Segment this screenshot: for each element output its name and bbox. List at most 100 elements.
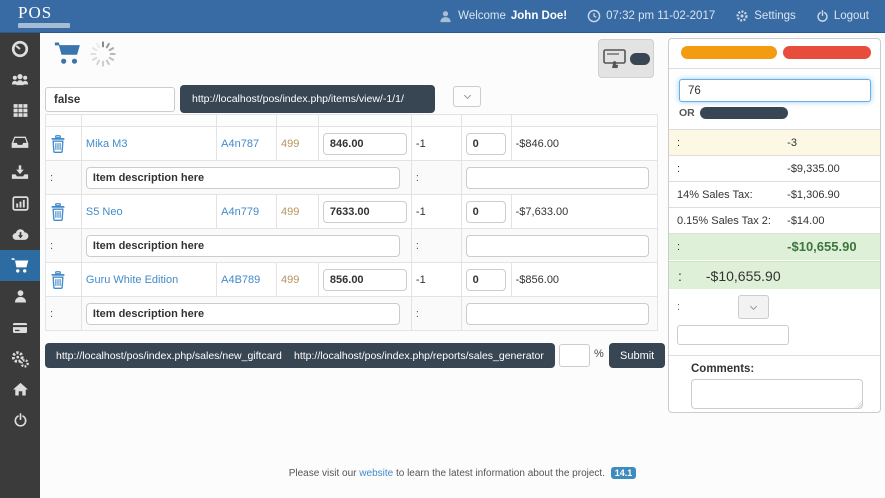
orange-action-pill[interactable]	[681, 46, 777, 59]
item-number-link[interactable]: A4n787	[221, 137, 260, 150]
sidebar-item-inventory[interactable]	[0, 126, 40, 157]
item-number-link[interactable]: A4B789	[221, 273, 261, 286]
serial-input[interactable]	[465, 166, 650, 189]
item-stock: 499	[281, 137, 300, 150]
delete-item-icon[interactable]	[50, 202, 66, 221]
description-input[interactable]	[85, 302, 401, 325]
cart-icon	[11, 258, 29, 273]
suspend-sale-button[interactable]	[598, 39, 654, 78]
customer-search-input[interactable]	[679, 79, 871, 102]
comments-textarea[interactable]	[691, 379, 863, 409]
table-row: S5 Neo A4n779 499 -1 -$7,633.00	[45, 194, 659, 229]
price-input[interactable]	[322, 200, 407, 223]
red-action-pill[interactable]	[783, 46, 871, 59]
submit-button[interactable]: Submit	[609, 343, 666, 368]
table-description-row: : :	[45, 296, 659, 331]
settings-label: Settings	[754, 10, 796, 22]
sidebar-item-people[interactable]	[0, 64, 40, 95]
summary-value: -$14.00	[787, 207, 880, 234]
person-icon	[14, 290, 26, 303]
sidebar-item-power[interactable]	[0, 405, 40, 436]
description-input[interactable]	[85, 234, 401, 257]
items-grid-icon	[13, 104, 27, 117]
percent-label: %	[594, 348, 604, 360]
sale-items-table: Mika M3 A4n787 499 -1 -$846.00 : : S5 Ne…	[45, 114, 659, 331]
serial-input[interactable]	[465, 234, 650, 257]
new-giftcard-button[interactable]: http://localhost/pos/index.php/sales/new…	[45, 343, 293, 368]
topbar: POS Welcome John Doe! 07:32 pm 11-02-201…	[0, 0, 885, 33]
settings-button[interactable]: Settings	[735, 9, 796, 23]
hand-board-icon	[603, 48, 626, 68]
main-content: http://localhost/pos/index.php/items/vie…	[40, 33, 885, 498]
sale-actions-bar: http://localhost/pos/index.php/sales/new…	[45, 343, 666, 369]
sidebar-item-items[interactable]	[0, 95, 40, 126]
sidebar-item-customers[interactable]	[0, 281, 40, 312]
quantity-input[interactable]	[465, 200, 506, 223]
colon-label: :	[677, 301, 681, 313]
table-row: Mika M3 A4n787 499 -1 -$846.00	[45, 126, 659, 161]
chevron-down-icon	[750, 302, 758, 310]
new-customer-pill[interactable]	[699, 107, 788, 119]
item-name-link[interactable]: Guru White Edition	[85, 273, 179, 286]
logout-button[interactable]: Logout	[816, 9, 869, 23]
welcome-group: Welcome John Doe!	[438, 9, 567, 24]
description-input[interactable]	[85, 166, 401, 189]
app-logo[interactable]: POS	[0, 4, 70, 28]
toolbar-select[interactable]	[453, 86, 481, 107]
colon-label: :	[415, 171, 419, 184]
line-total: -$846.00	[515, 137, 560, 150]
sidebar-item-config[interactable]	[0, 343, 40, 374]
sidebar-item-sales[interactable]	[0, 250, 40, 281]
mode-input[interactable]	[45, 87, 175, 112]
sidebar-item-giftcards[interactable]	[0, 312, 40, 343]
serial-input[interactable]	[465, 302, 650, 325]
summary-label: :	[669, 155, 788, 182]
panel-header	[669, 39, 880, 69]
sidebar-item-receivings[interactable]	[0, 157, 40, 188]
price-input[interactable]	[322, 132, 407, 155]
comments-label: Comments:	[691, 363, 755, 375]
sidebar-item-cloud[interactable]	[0, 219, 40, 250]
item-name-link[interactable]: Mika M3	[85, 137, 128, 150]
sidebar-item-dashboard[interactable]	[0, 33, 40, 64]
delete-item-icon[interactable]	[50, 270, 66, 289]
item-search-url-button[interactable]: http://localhost/pos/index.php/items/vie…	[180, 85, 436, 113]
item-name-link[interactable]: S5 Neo	[85, 205, 123, 218]
payment-type-select[interactable]	[738, 295, 770, 319]
inbox-icon	[11, 136, 29, 148]
summary-label: :	[669, 129, 788, 156]
cloud-download-icon	[12, 229, 28, 240]
people-icon	[11, 73, 29, 85]
sale-summary-panel: OR : -3 : -$9,335.00 14% Sales Tax: -$1,…	[668, 38, 881, 413]
footer: Please visit our website to learn the la…	[40, 467, 885, 479]
bar-chart-icon	[11, 196, 29, 211]
summary-value: -$1,306.90	[787, 181, 880, 208]
quantity-input[interactable]	[465, 268, 506, 291]
payment-type-row: :	[677, 295, 770, 319]
website-link[interactable]: website	[359, 468, 394, 479]
power-icon	[817, 9, 828, 22]
topbar-right: Welcome John Doe! 07:32 pm 11-02-2017 Se…	[438, 9, 885, 24]
clock-icon	[587, 9, 601, 23]
price-input[interactable]	[322, 268, 407, 291]
quantity-input[interactable]	[465, 132, 506, 155]
clock-group: 07:32 pm 11-02-2017	[587, 9, 715, 23]
suspend-sale-pill	[630, 52, 650, 65]
payment-amount-input[interactable]	[677, 325, 789, 345]
delete-item-icon[interactable]	[50, 134, 66, 153]
summary-value: -3	[787, 129, 880, 156]
table-row: Guru White Edition A4B789 499 -1 -$856.0…	[45, 262, 659, 297]
sidebar-item-home[interactable]	[0, 374, 40, 405]
sidebar-item-reports[interactable]	[0, 188, 40, 219]
summary-value: -$9,335.00	[787, 155, 880, 182]
summary-total-value: -$10,655.90	[787, 233, 880, 260]
footer-text-after: to learn the latest information about th…	[393, 468, 605, 479]
sales-generator-button[interactable]: http://localhost/pos/index.php/reports/s…	[283, 343, 555, 368]
discount-percent-input[interactable]	[559, 344, 590, 367]
user-icon	[440, 10, 451, 22]
table-description-row: : :	[45, 228, 659, 263]
item-number-link[interactable]: A4n779	[221, 205, 260, 218]
textarea-resize-grip[interactable]	[855, 401, 862, 408]
summary-label: :	[669, 233, 788, 260]
toolbar-pill[interactable]	[404, 94, 426, 106]
